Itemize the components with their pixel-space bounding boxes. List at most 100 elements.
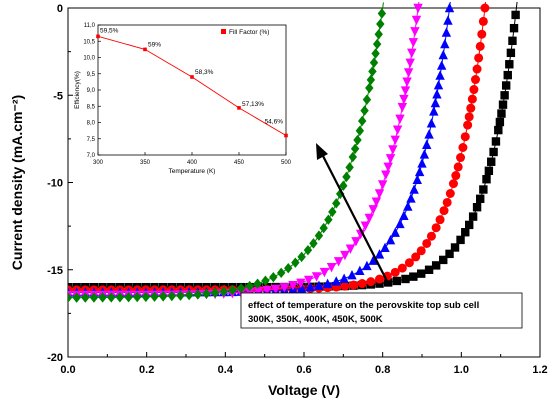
data-point bbox=[401, 274, 410, 284]
data-point bbox=[456, 235, 465, 245]
inset-x-axis-label: Temperature (K) bbox=[169, 168, 216, 175]
main-y-ticks: 0 -5 -10 -15 -20 bbox=[47, 3, 73, 364]
data-point bbox=[319, 267, 330, 278]
data-point bbox=[474, 53, 484, 63]
annotation-line-2: 300K, 350K, 400K, 450K, 500K bbox=[248, 314, 383, 325]
data-point bbox=[390, 267, 400, 277]
data-point bbox=[345, 244, 356, 254]
data-point bbox=[464, 112, 474, 122]
data-point bbox=[362, 260, 372, 271]
main-series bbox=[68, 2, 520, 303]
data-point bbox=[478, 16, 488, 26]
data-point bbox=[429, 106, 439, 116]
data-point bbox=[202, 288, 211, 299]
inset-y-tick-label: 10,0 bbox=[83, 56, 95, 62]
temperature-arrow bbox=[316, 143, 389, 284]
inset-x-tick-label: 400 bbox=[187, 160, 198, 166]
data-point bbox=[368, 205, 378, 215]
data-point bbox=[476, 194, 485, 203]
data-point bbox=[407, 48, 417, 58]
data-point bbox=[333, 257, 344, 267]
x-tick-label: 0.8 bbox=[375, 364, 390, 376]
data-point bbox=[451, 171, 461, 181]
data-point bbox=[461, 228, 470, 237]
inset-y-tick-label: 9,0 bbox=[87, 88, 96, 94]
data-point bbox=[376, 18, 385, 30]
data-point bbox=[115, 292, 125, 303]
data-point bbox=[296, 283, 307, 293]
inset-y-tick-label: 9,5 bbox=[87, 72, 96, 78]
data-point bbox=[371, 48, 380, 59]
data-point bbox=[453, 162, 463, 172]
y-tick-label: 0 bbox=[57, 3, 63, 15]
data-point bbox=[340, 281, 350, 291]
data-point bbox=[501, 81, 511, 90]
data-point bbox=[291, 257, 300, 268]
data-point bbox=[479, 185, 488, 194]
data-point bbox=[497, 109, 506, 118]
data-point bbox=[339, 180, 348, 191]
data-point bbox=[355, 265, 365, 276]
x-tick-label: 0.0 bbox=[60, 364, 75, 376]
data-point bbox=[348, 151, 357, 163]
data-point bbox=[349, 280, 359, 290]
data-point bbox=[368, 66, 377, 77]
data-point bbox=[402, 77, 412, 87]
data-point bbox=[426, 231, 436, 241]
data-point bbox=[176, 290, 185, 301]
inset-x-tick-label: 500 bbox=[281, 160, 292, 166]
data-point bbox=[439, 255, 448, 265]
data-point bbox=[390, 227, 400, 237]
data-point bbox=[270, 284, 281, 295]
data-point bbox=[440, 38, 450, 49]
data-point bbox=[377, 180, 388, 190]
data-point bbox=[431, 223, 441, 233]
data-point bbox=[98, 292, 107, 303]
inset-legend-marker bbox=[221, 29, 226, 34]
data-point bbox=[347, 269, 357, 280]
inset-y-axis-label: Efficiency(%) bbox=[74, 71, 81, 109]
main-x-ticks: 0.0 0.2 0.4 0.6 0.8 1.0 1.2 bbox=[60, 352, 548, 376]
inset-legend: Fill Factor (%) bbox=[221, 29, 269, 36]
data-point bbox=[417, 269, 426, 278]
data-point bbox=[417, 158, 427, 168]
data-point bbox=[150, 291, 159, 302]
data-point bbox=[297, 251, 306, 263]
data-point bbox=[328, 206, 337, 218]
data-point bbox=[368, 255, 378, 265]
data-point bbox=[388, 145, 398, 155]
data-point bbox=[508, 36, 517, 46]
x-tick-label: 1.2 bbox=[532, 364, 547, 376]
inset-data-point bbox=[284, 133, 288, 138]
data-point bbox=[374, 29, 383, 40]
data-point bbox=[381, 170, 391, 180]
data-point bbox=[210, 287, 220, 298]
inset-point-label: 57,13% bbox=[242, 101, 264, 108]
x-tick-label: 0.4 bbox=[218, 364, 234, 376]
data-point bbox=[419, 149, 430, 159]
data-point bbox=[472, 64, 482, 74]
data-point bbox=[505, 60, 514, 69]
data-point bbox=[436, 60, 447, 70]
data-point bbox=[311, 272, 322, 282]
data-point bbox=[296, 278, 306, 289]
data-point bbox=[332, 198, 341, 209]
y-axis-label: Current density (mA.cm⁻²) bbox=[9, 95, 25, 270]
data-point bbox=[422, 238, 432, 248]
inset-point-label: 54,6% bbox=[265, 119, 284, 126]
inset-legend-label: Fill Factor (%) bbox=[229, 29, 269, 36]
inset-y-ticks: 11,0 10,5 10,0 9,5 9,0 8,5 8,0 7,5 7,0 bbox=[83, 23, 101, 159]
data-point bbox=[304, 275, 314, 286]
data-point bbox=[392, 276, 402, 286]
data-point bbox=[236, 283, 246, 294]
data-point bbox=[404, 258, 414, 268]
data-point bbox=[399, 94, 409, 105]
data-point bbox=[444, 2, 455, 13]
data-point bbox=[340, 250, 350, 261]
inset-y-tick-label: 11,0 bbox=[84, 23, 96, 29]
data-point bbox=[351, 237, 361, 247]
data-point bbox=[403, 68, 414, 78]
data-point bbox=[184, 289, 194, 301]
data-point bbox=[435, 70, 445, 80]
data-point bbox=[350, 143, 360, 154]
